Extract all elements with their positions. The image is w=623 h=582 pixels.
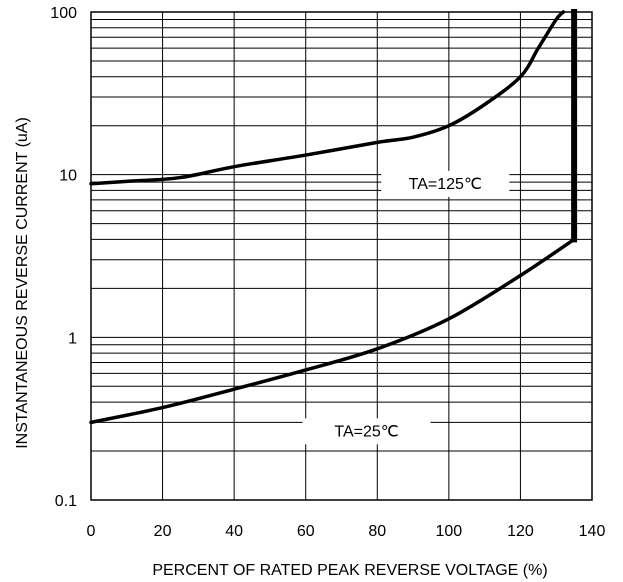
- axes: 0 20 40 60 80 100 120 140 0.1 1 10 100: [50, 5, 605, 540]
- y-axis-title: INSTANTANEOUS REVERSE CURRENT (uA): [14, 117, 31, 449]
- y-tick-label: 10: [59, 168, 77, 185]
- curve-label-background: [381, 170, 510, 197]
- series-line-2: [89, 237, 576, 425]
- curve-label: TA=25℃: [334, 423, 398, 440]
- x-tick-label: 140: [579, 523, 606, 540]
- x-tick-label: 100: [436, 523, 463, 540]
- x-axis-title: PERCENT OF RATED PEAK REVERSE VOLTAGE (%…: [152, 562, 547, 579]
- plot-frame: [90, 11, 593, 501]
- x-tick-label: 0: [87, 523, 96, 540]
- y-tick-label: 1: [68, 330, 77, 347]
- x-tick-label: 40: [225, 523, 243, 540]
- y-tick-label: 100: [50, 5, 77, 22]
- series-layer: [89, 9, 578, 425]
- x-tick-label: 80: [368, 523, 386, 540]
- curve-label: TA=125℃: [409, 176, 482, 193]
- x-tick-label: 120: [507, 523, 534, 540]
- x-tick-label: 20: [154, 523, 172, 540]
- x-tick-label: 60: [297, 523, 315, 540]
- curve-label-background: [302, 418, 431, 445]
- series-line-1: [89, 10, 566, 186]
- grid: [90, 11, 593, 501]
- curve-labels: TA=125℃ TA=25℃: [302, 170, 510, 445]
- y-tick-label: 0.1: [55, 493, 77, 510]
